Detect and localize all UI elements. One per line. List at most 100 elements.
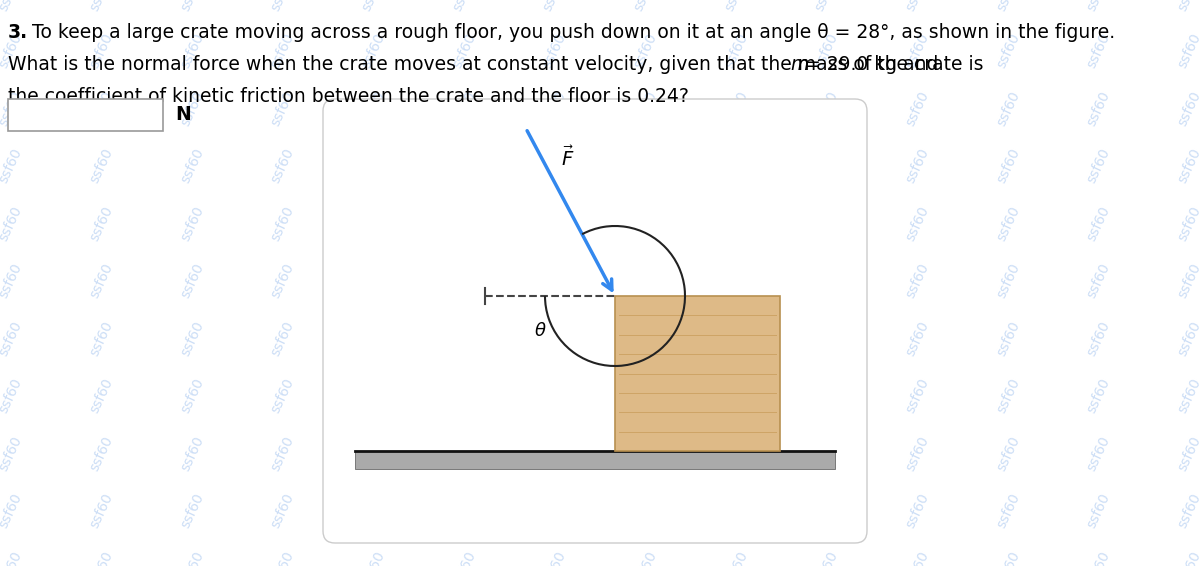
- Text: ssf60: ssf60: [722, 491, 750, 531]
- Text: $\theta$: $\theta$: [534, 322, 546, 340]
- Text: ssf60: ssf60: [631, 261, 660, 301]
- Text: ssf60: ssf60: [450, 31, 478, 71]
- Text: ssf60: ssf60: [1085, 204, 1112, 243]
- Text: ssf60: ssf60: [540, 0, 569, 13]
- Text: ssf60: ssf60: [904, 204, 931, 243]
- Text: ssf60: ssf60: [812, 204, 841, 243]
- Text: ssf60: ssf60: [269, 31, 296, 71]
- Text: ssf60: ssf60: [631, 147, 660, 186]
- Text: ssf60: ssf60: [1085, 549, 1112, 566]
- Text: ssf60: ssf60: [1085, 0, 1112, 13]
- Text: ssf60: ssf60: [631, 549, 660, 566]
- Text: ssf60: ssf60: [0, 434, 25, 473]
- Text: ssf60: ssf60: [722, 434, 750, 473]
- Text: ssf60: ssf60: [994, 319, 1022, 358]
- Text: ssf60: ssf60: [904, 376, 931, 415]
- Text: ssf60: ssf60: [812, 31, 841, 71]
- Text: ssf60: ssf60: [540, 549, 569, 566]
- Text: ssf60: ssf60: [450, 434, 478, 473]
- Text: ssf60: ssf60: [1175, 434, 1200, 473]
- Text: ssf60: ssf60: [1085, 491, 1112, 531]
- Text: ssf60: ssf60: [450, 89, 478, 128]
- Text: ssf60: ssf60: [178, 89, 206, 128]
- Text: To keep a large crate moving across a rough floor, you push down on it at an ang: To keep a large crate moving across a ro…: [32, 23, 1115, 42]
- Text: ssf60: ssf60: [994, 147, 1022, 186]
- Text: ssf60: ssf60: [269, 0, 296, 13]
- Text: ssf60: ssf60: [0, 147, 25, 186]
- Text: ssf60: ssf60: [812, 89, 841, 128]
- Text: ssf60: ssf60: [540, 319, 569, 358]
- Text: ssf60: ssf60: [812, 376, 841, 415]
- Text: ssf60: ssf60: [540, 261, 569, 301]
- Text: ssf60: ssf60: [178, 376, 206, 415]
- Text: ssf60: ssf60: [269, 376, 296, 415]
- Text: ssf60: ssf60: [904, 89, 931, 128]
- Text: ssf60: ssf60: [269, 261, 296, 301]
- Text: ssf60: ssf60: [1175, 89, 1200, 128]
- FancyBboxPatch shape: [8, 99, 163, 131]
- Text: ssf60: ssf60: [994, 261, 1022, 301]
- Text: ssf60: ssf60: [904, 261, 931, 301]
- FancyBboxPatch shape: [323, 99, 866, 543]
- Text: ssf60: ssf60: [450, 491, 478, 531]
- Text: ssf60: ssf60: [722, 0, 750, 13]
- Text: ssf60: ssf60: [359, 261, 388, 301]
- Text: ssf60: ssf60: [904, 549, 931, 566]
- Text: ssf60: ssf60: [88, 549, 115, 566]
- Text: ssf60: ssf60: [178, 261, 206, 301]
- Text: ssf60: ssf60: [1175, 147, 1200, 186]
- Text: ssf60: ssf60: [178, 147, 206, 186]
- Text: ssf60: ssf60: [631, 319, 660, 358]
- Text: ssf60: ssf60: [1085, 319, 1112, 358]
- Text: ssf60: ssf60: [1175, 261, 1200, 301]
- Text: ssf60: ssf60: [631, 31, 660, 71]
- Text: What is the normal force when the crate moves at constant velocity, given that t: What is the normal force when the crate …: [8, 55, 990, 74]
- Text: ssf60: ssf60: [88, 0, 115, 13]
- Text: ssf60: ssf60: [540, 89, 569, 128]
- Text: ssf60: ssf60: [0, 491, 25, 531]
- Text: ssf60: ssf60: [812, 549, 841, 566]
- Text: ssf60: ssf60: [904, 0, 931, 13]
- Text: ssf60: ssf60: [994, 434, 1022, 473]
- Text: ssf60: ssf60: [1085, 376, 1112, 415]
- Text: ssf60: ssf60: [994, 376, 1022, 415]
- Text: ssf60: ssf60: [722, 549, 750, 566]
- Text: ssf60: ssf60: [1085, 31, 1112, 71]
- Text: ssf60: ssf60: [631, 89, 660, 128]
- Text: ssf60: ssf60: [359, 491, 388, 531]
- Text: ssf60: ssf60: [178, 549, 206, 566]
- Text: ssf60: ssf60: [631, 434, 660, 473]
- Text: ssf60: ssf60: [359, 319, 388, 358]
- Text: ssf60: ssf60: [88, 491, 115, 531]
- Text: ssf60: ssf60: [540, 434, 569, 473]
- Text: ssf60: ssf60: [269, 491, 296, 531]
- Text: ssf60: ssf60: [0, 319, 25, 358]
- Text: ssf60: ssf60: [1085, 261, 1112, 301]
- Text: ssf60: ssf60: [1175, 0, 1200, 13]
- Text: m: m: [790, 55, 809, 74]
- Text: ssf60: ssf60: [269, 147, 296, 186]
- Text: ssf60: ssf60: [631, 0, 660, 13]
- Text: ssf60: ssf60: [269, 204, 296, 243]
- Text: ssf60: ssf60: [722, 147, 750, 186]
- Text: ssf60: ssf60: [722, 319, 750, 358]
- Text: ssf60: ssf60: [359, 147, 388, 186]
- Text: ssf60: ssf60: [1085, 434, 1112, 473]
- Text: ssf60: ssf60: [812, 0, 841, 13]
- Text: ssf60: ssf60: [904, 319, 931, 358]
- Text: ssf60: ssf60: [1085, 89, 1112, 128]
- Text: ssf60: ssf60: [0, 89, 25, 128]
- Text: ssf60: ssf60: [359, 0, 388, 13]
- Text: ssf60: ssf60: [178, 434, 206, 473]
- Text: ssf60: ssf60: [359, 376, 388, 415]
- Text: ssf60: ssf60: [904, 31, 931, 71]
- Text: ssf60: ssf60: [812, 147, 841, 186]
- Text: ssf60: ssf60: [540, 376, 569, 415]
- Text: ssf60: ssf60: [269, 89, 296, 128]
- Text: ssf60: ssf60: [540, 491, 569, 531]
- Text: ssf60: ssf60: [359, 204, 388, 243]
- Text: ssf60: ssf60: [450, 376, 478, 415]
- Text: ssf60: ssf60: [88, 147, 115, 186]
- Text: ssf60: ssf60: [1085, 147, 1112, 186]
- Text: ssf60: ssf60: [994, 0, 1022, 13]
